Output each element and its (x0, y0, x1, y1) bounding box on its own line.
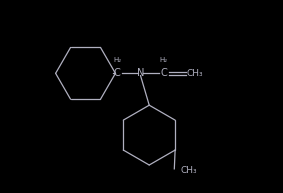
Text: CH₃: CH₃ (187, 69, 203, 78)
Text: C: C (114, 68, 121, 78)
Text: C: C (160, 68, 167, 78)
Text: H₂: H₂ (113, 57, 121, 63)
Text: H₂: H₂ (160, 57, 168, 63)
Text: N: N (137, 68, 144, 78)
Text: CH₃: CH₃ (180, 166, 197, 175)
